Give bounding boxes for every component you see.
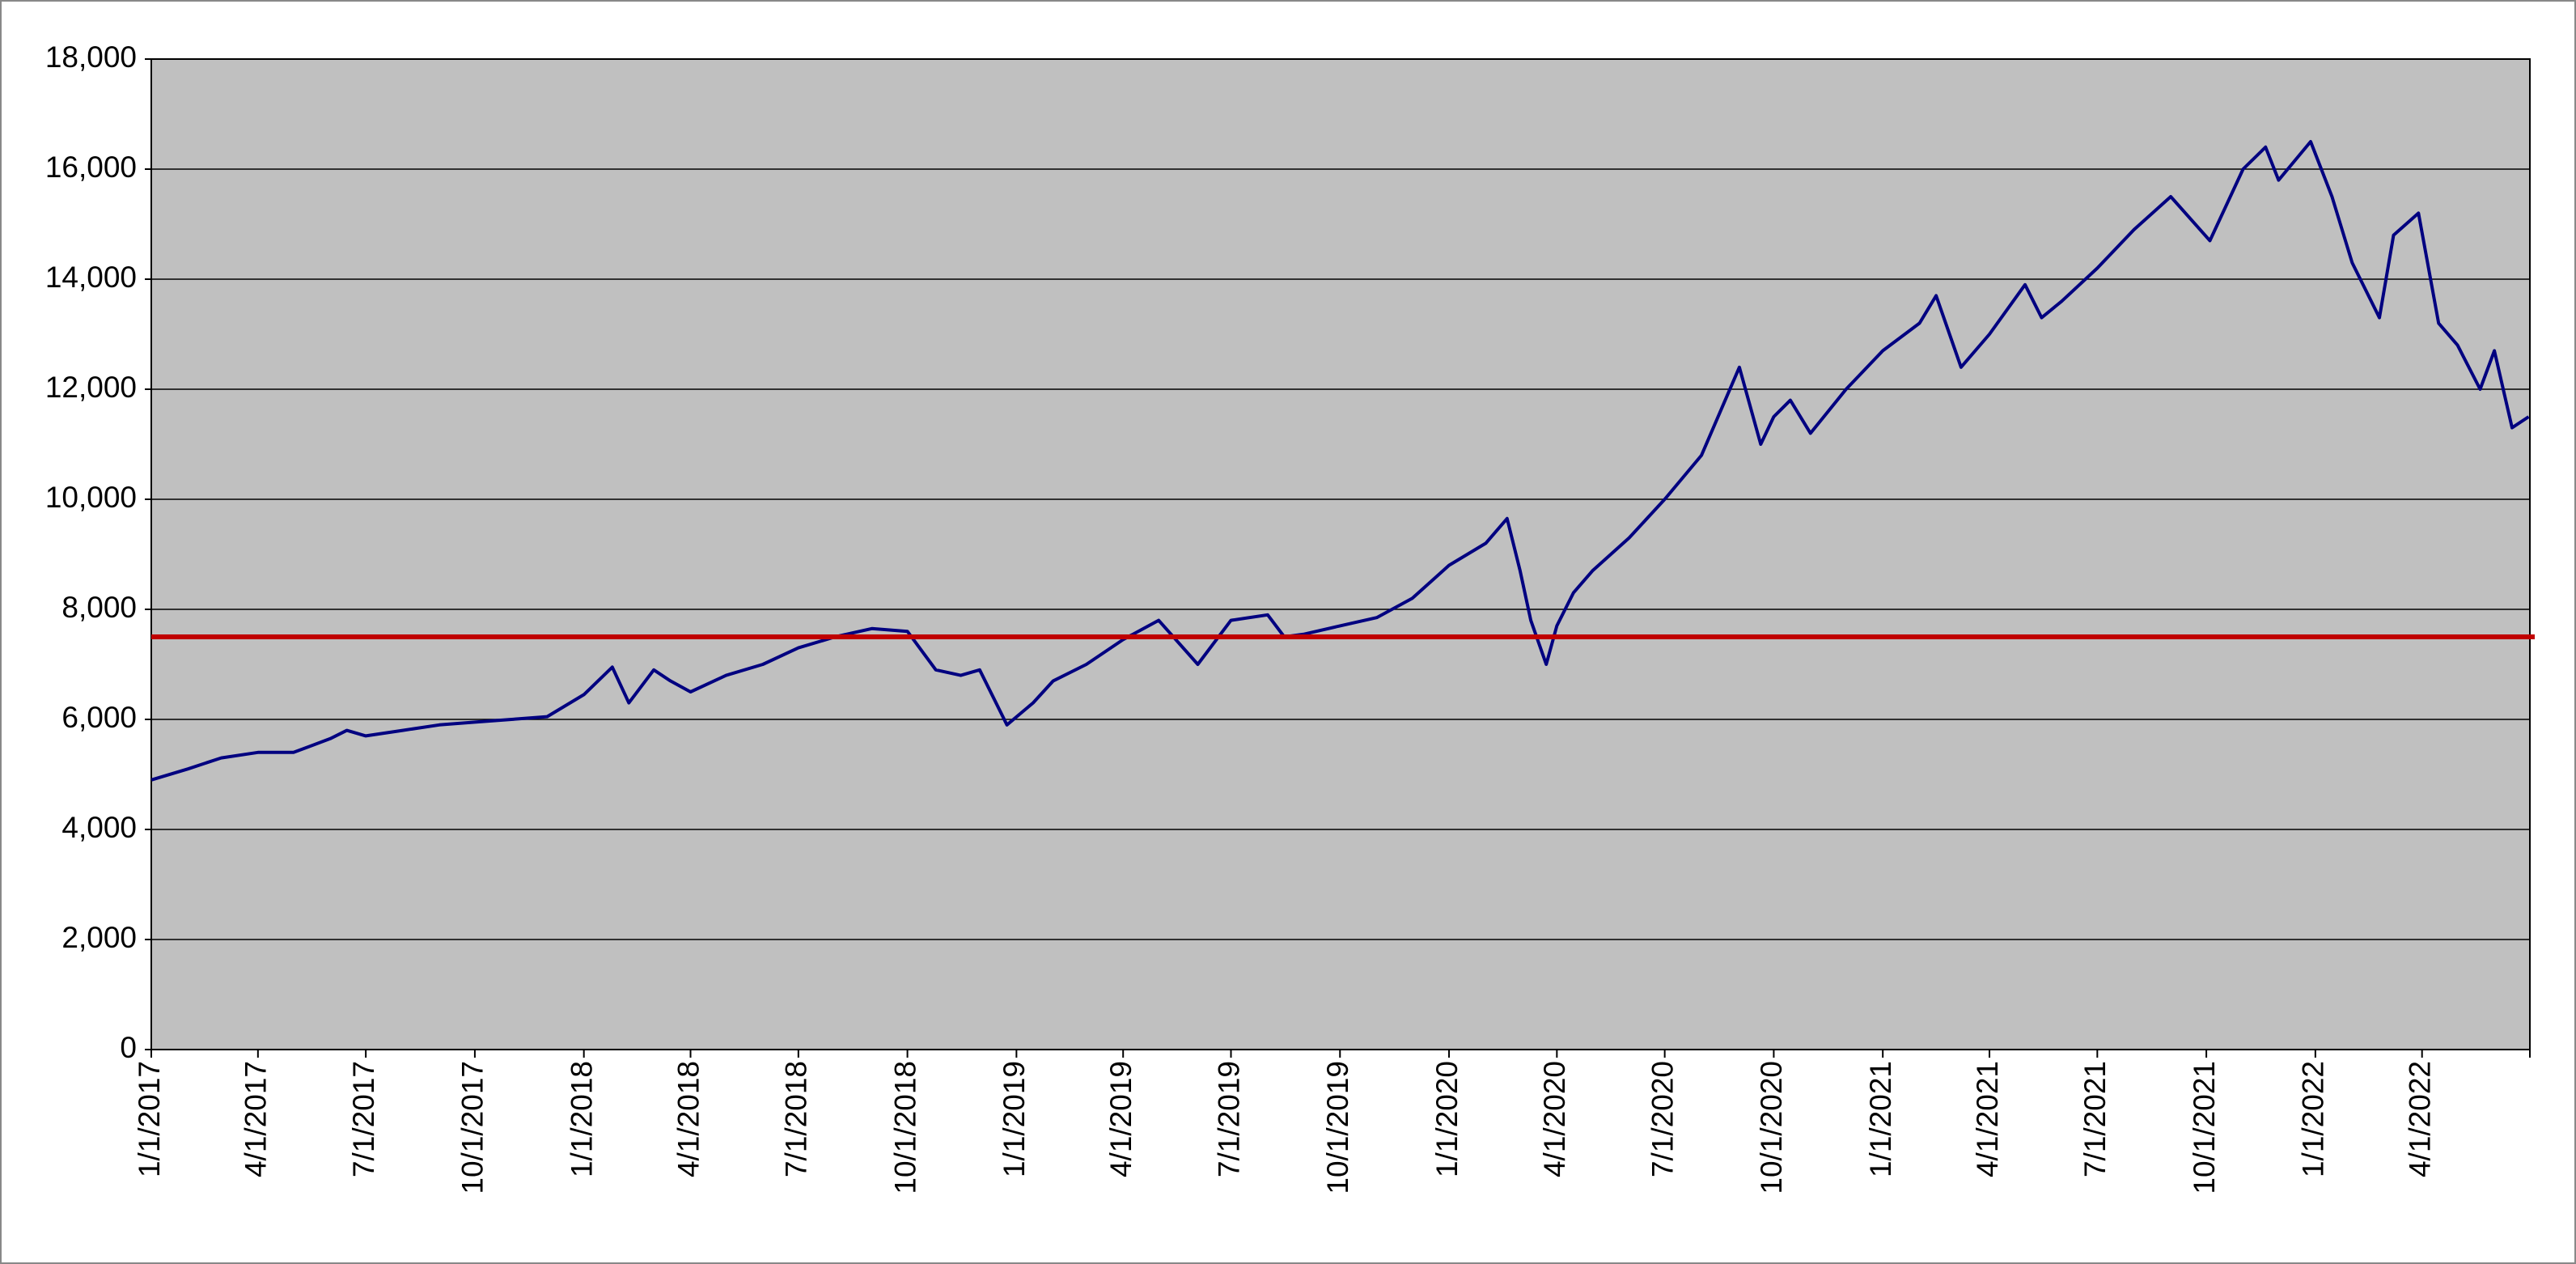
y-tick-label: 10,000 (45, 481, 137, 514)
y-tick-label: 14,000 (45, 261, 137, 294)
x-tick-label: 10/1/2017 (456, 1061, 489, 1194)
x-tick-label: 7/1/2021 (2078, 1061, 2112, 1177)
y-tick-label: 16,000 (45, 151, 137, 184)
x-tick-label: 4/1/2021 (1971, 1061, 2004, 1177)
x-tick-label: 10/1/2018 (888, 1061, 922, 1194)
x-tick-label: 7/1/2019 (1212, 1061, 1245, 1177)
x-tick-label: 4/1/2018 (672, 1061, 705, 1177)
y-tick-label: 0 (120, 1031, 137, 1064)
x-tick-label: 7/1/2020 (1646, 1061, 1679, 1177)
x-tick-label: 1/1/2018 (565, 1061, 598, 1177)
x-tick-label: 7/1/2018 (780, 1061, 813, 1177)
x-tick-label: 4/1/2019 (1104, 1061, 1138, 1177)
x-tick-label: 7/1/2017 (347, 1061, 380, 1177)
x-tick-label: 10/1/2020 (1755, 1061, 1788, 1194)
plot-area (151, 59, 2530, 1050)
data-line (150, 140, 2530, 782)
y-tick-label: 18,000 (45, 40, 137, 74)
x-tick-label: 4/1/2022 (2403, 1061, 2436, 1177)
x-tick-label: 4/1/2017 (239, 1061, 273, 1177)
plot-frame (150, 58, 2531, 1050)
x-tick-label: 4/1/2020 (1538, 1061, 1571, 1177)
y-tick-label: 8,000 (61, 591, 137, 624)
y-tick-label: 6,000 (61, 701, 137, 734)
y-tick-label: 12,000 (45, 371, 137, 404)
x-tick-label: 1/1/2021 (1864, 1061, 1897, 1177)
y-tick-label: 4,000 (61, 811, 137, 844)
x-tick-label: 10/1/2019 (1321, 1061, 1354, 1194)
x-tick-label: 1/1/2019 (998, 1061, 1031, 1177)
x-tick-label: 1/1/2020 (1430, 1061, 1464, 1177)
x-tick-label: 10/1/2021 (2188, 1061, 2221, 1194)
x-tick-label: 1/1/2017 (133, 1061, 166, 1177)
y-tick-label: 2,000 (61, 921, 137, 954)
x-tick-label: 1/1/2022 (2297, 1061, 2330, 1177)
